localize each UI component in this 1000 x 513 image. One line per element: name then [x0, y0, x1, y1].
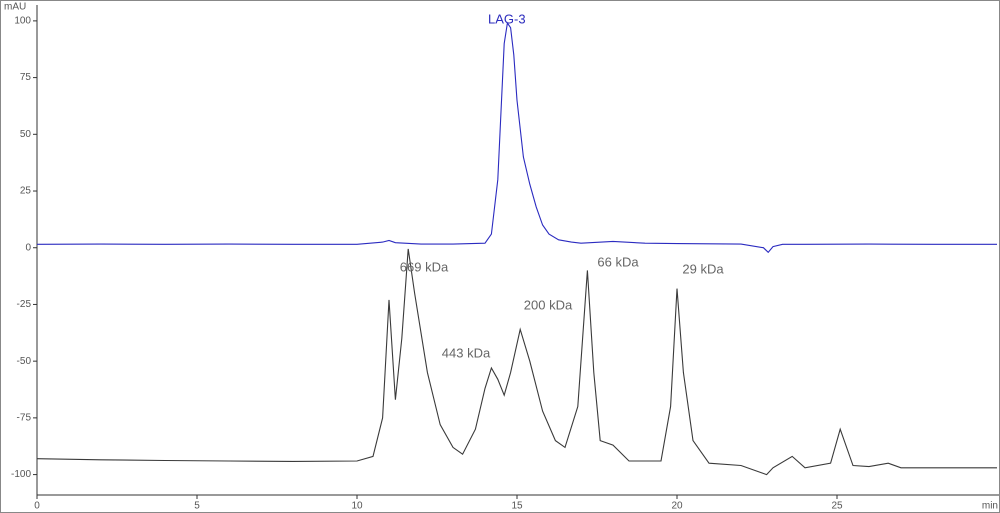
series-line — [36, 248, 997, 476]
y-tick-label: -25 — [17, 299, 32, 310]
x-tick-label: 25 — [831, 501, 843, 512]
peak-annotation: 669 kDa — [400, 259, 449, 274]
x-tick-label: 15 — [511, 501, 523, 512]
peak-annotation: 443 kDa — [442, 345, 491, 360]
peak-annotation: 200 kDa — [524, 297, 573, 312]
peak-annotation: 66 kDa — [597, 254, 639, 269]
y-tick-label: 50 — [20, 129, 32, 140]
peak-annotation: 29 kDa — [682, 261, 724, 276]
x-tick-label: 20 — [671, 501, 683, 512]
y-tick-label: 75 — [20, 72, 32, 83]
series-label: LAG-3 — [488, 11, 526, 26]
x-tick-label: 0 — [34, 501, 40, 512]
y-tick-label: -100 — [11, 469, 31, 480]
y-tick-label: 25 — [20, 186, 32, 197]
y-tick-label: -75 — [17, 413, 32, 424]
y-tick-label: -50 — [17, 356, 32, 367]
y-tick-label: 0 — [25, 242, 31, 253]
x-tick-label: 10 — [351, 501, 363, 512]
series-line — [36, 21, 997, 254]
x-tick-label: 5 — [194, 501, 200, 512]
y-axis-label: mAU — [4, 2, 26, 13]
y-tick-label: 100 — [14, 16, 31, 27]
x-axis-label: min — [982, 501, 998, 512]
